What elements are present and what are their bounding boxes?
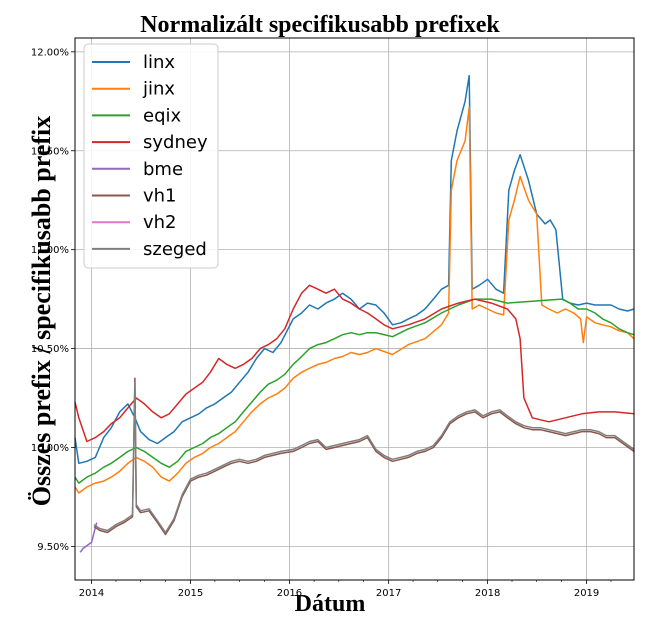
y-tick-label: 11.00% <box>31 245 69 256</box>
series-layer <box>74 74 635 553</box>
x-tick-label: 2016 <box>277 588 302 599</box>
legend-label-vh1: vh1 <box>143 186 177 207</box>
legend-label-bme: bme <box>143 159 183 180</box>
x-axis-label: Dátum <box>295 591 366 617</box>
legend-label-linx: linx <box>143 52 175 73</box>
legend-label-eqix: eqix <box>143 105 182 126</box>
x-tick-label: 2014 <box>79 588 104 599</box>
y-axis: 9.50% 10.00% 10.50% 11.00% 11.50% 12.00% <box>31 47 75 553</box>
series-line-vh1 <box>93 377 635 536</box>
legend-label-szeged: szeged <box>143 239 207 260</box>
chart-title: Normalizált specifikusabb prefixek <box>140 12 500 38</box>
x-tick-label: 2017 <box>376 588 401 599</box>
x-axis: 2014 2015 2016 2017 2018 2019 <box>79 580 612 599</box>
legend-label-vh2: vh2 <box>143 212 177 233</box>
series-line-linx <box>74 74 635 465</box>
grid <box>75 38 634 580</box>
y-tick-label: 10.50% <box>31 344 69 355</box>
x-tick-label: 2018 <box>475 588 500 599</box>
legend-label-jinx: jinx <box>142 79 175 100</box>
y-tick-label: 10.00% <box>31 443 69 454</box>
legend: linx jinx eqix sydney bme vh1 vh2 szeged <box>83 43 219 269</box>
y-tick-label: 9.50% <box>37 542 69 553</box>
legend-label-sydney: sydney <box>143 132 208 153</box>
y-axis-label: Összes prefix / specifikusabb prefix <box>27 116 56 507</box>
series-line-eqix <box>74 298 635 484</box>
series-line-jinx <box>74 106 635 494</box>
y-tick-label: 12.00% <box>31 47 69 58</box>
series-line-szeged <box>93 381 635 534</box>
x-tick-label: 2019 <box>574 588 599 599</box>
series-line-sydney <box>74 284 635 443</box>
y-tick-label: 11.50% <box>31 146 69 157</box>
series-line-bme <box>79 522 98 553</box>
legend-box <box>83 43 219 269</box>
plot-frame <box>74 37 635 581</box>
x-tick-label: 2015 <box>178 588 203 599</box>
